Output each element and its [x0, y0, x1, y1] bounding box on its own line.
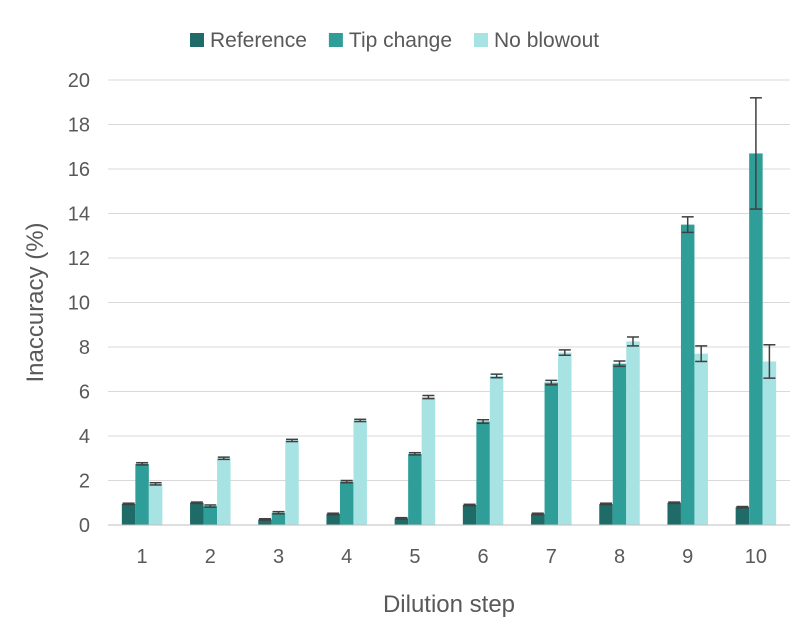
- error-bar: [668, 501, 681, 505]
- bar-reference: [258, 519, 272, 525]
- error-bar: [204, 504, 217, 508]
- y-tick-label: 2: [79, 471, 90, 493]
- bar-no-blowout: [489, 375, 504, 525]
- bar-reference: [462, 504, 477, 525]
- error-bar: [340, 479, 353, 484]
- error-bar: [286, 438, 298, 443]
- y-tick-label: 12: [68, 248, 90, 270]
- y-tick-label: 14: [68, 204, 90, 226]
- legend-label: No blowout: [494, 29, 599, 52]
- bar-reference: [667, 502, 681, 525]
- gridlines: [108, 79, 790, 481]
- bar-tip-change: [749, 153, 763, 526]
- x-tick-label: 5: [409, 546, 420, 568]
- legend-item: Tip change: [328, 29, 452, 52]
- y-tick-label: 10: [68, 293, 90, 315]
- error-bar: [122, 502, 135, 506]
- bar-tip-change: [339, 481, 354, 525]
- error-bar: [354, 418, 367, 423]
- y-tick-label: 20: [68, 70, 90, 92]
- bar-tip-change: [203, 506, 218, 525]
- error-bar: [477, 419, 490, 425]
- bar-reference: [531, 513, 545, 525]
- legend-item: No blowout: [474, 29, 599, 52]
- error-bar: [736, 505, 749, 509]
- x-tick-label: 3: [273, 546, 284, 568]
- legend: Reference Tip change No blowout: [190, 29, 599, 52]
- legend-swatch: [190, 33, 204, 47]
- error-bar: [490, 373, 503, 379]
- error-bar: [327, 512, 340, 516]
- bar-tip-change: [271, 512, 286, 525]
- bar-no-blowout: [626, 341, 640, 525]
- bar-no-blowout: [421, 397, 436, 525]
- bar-no-blowout: [558, 352, 572, 525]
- error-bar: [272, 510, 285, 515]
- bar-no-blowout: [762, 361, 777, 525]
- bar-no-blowout: [217, 458, 231, 525]
- x-tick-label: 7: [546, 546, 557, 568]
- error-bar: [627, 336, 639, 347]
- legend-swatch: [474, 33, 489, 47]
- y-axis-ticks: 0 2 4 6 8 10 12 14 16 18 20: [68, 70, 90, 537]
- error-bar: [695, 345, 708, 363]
- y-axis-title: Inaccuracy (%): [22, 222, 49, 382]
- error-bar: [395, 516, 408, 520]
- x-tick-label: 10: [745, 546, 767, 568]
- x-axis-title: Dilution step: [383, 591, 515, 618]
- legend-label: Tip change: [349, 29, 452, 52]
- bar-tip-change: [612, 363, 627, 525]
- bar-reference: [326, 513, 340, 525]
- x-tick-label: 4: [341, 546, 352, 568]
- bar-no-blowout: [148, 483, 163, 525]
- error-bars: [122, 97, 776, 521]
- bar-tip-change: [476, 421, 490, 525]
- y-tick-label: 16: [68, 159, 90, 181]
- bar-no-blowout: [285, 440, 299, 525]
- y-tick-label: 0: [79, 515, 90, 537]
- error-bar: [149, 481, 162, 486]
- legend-swatch: [328, 33, 343, 47]
- error-bar: [217, 456, 230, 461]
- bar-reference: [190, 502, 204, 525]
- x-tick-label: 9: [682, 546, 693, 568]
- bar-tip-change: [135, 463, 149, 525]
- y-tick-label: 4: [79, 426, 90, 448]
- y-tick-label: 8: [79, 337, 90, 359]
- error-bar: [600, 502, 612, 506]
- bars: [121, 153, 777, 526]
- x-axis-ticks: 1 2 3 4 5 6 7 8 9 10: [137, 546, 767, 568]
- bar-reference: [394, 518, 409, 525]
- error-bar: [681, 216, 694, 234]
- legend-label: Reference: [210, 29, 307, 52]
- bar-no-blowout: [353, 420, 367, 525]
- error-bar: [408, 451, 421, 456]
- bar-reference: [735, 507, 750, 525]
- x-tick-label: 2: [205, 546, 216, 568]
- error-bar: [463, 503, 476, 507]
- error-bar: [545, 379, 558, 386]
- error-bar: [190, 501, 203, 505]
- bar-reference: [121, 503, 136, 525]
- x-tick-label: 1: [137, 546, 148, 568]
- error-bar: [763, 344, 776, 379]
- error-bar: [613, 360, 626, 368]
- y-tick-label: 18: [68, 115, 90, 137]
- error-bar: [136, 461, 149, 466]
- bar-reference: [599, 503, 613, 525]
- error-bar: [558, 349, 571, 356]
- legend-item: Reference: [190, 29, 307, 52]
- y-tick-label: 6: [79, 382, 90, 404]
- bar-tip-change: [544, 382, 559, 525]
- bar-tip-change: [408, 453, 422, 525]
- error-bar: [422, 394, 435, 400]
- x-tick-label: 6: [478, 546, 489, 568]
- bar-no-blowout: [694, 353, 708, 525]
- x-tick-label: 8: [614, 546, 625, 568]
- error-bar: [749, 97, 762, 210]
- error-bar: [531, 512, 544, 516]
- error-bar: [259, 518, 271, 521]
- bar-tip-change: [680, 224, 695, 525]
